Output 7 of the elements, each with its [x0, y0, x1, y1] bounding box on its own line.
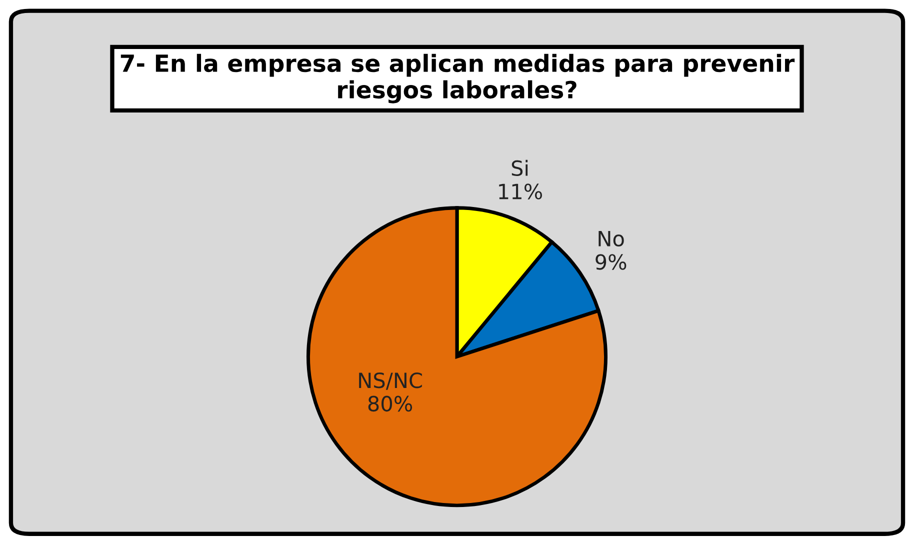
chart-title: 7- En la empresa se aplican medidas para prevenir riesgos laborales? [120, 54, 795, 104]
data-label: 11% [499, 184, 542, 200]
data-label: 80% [368, 396, 412, 412]
slice-label: Si [512, 160, 528, 176]
data-label: 9% [596, 254, 626, 270]
slice-label: NS/NC [359, 372, 422, 390]
slice-label: No [598, 231, 624, 246]
